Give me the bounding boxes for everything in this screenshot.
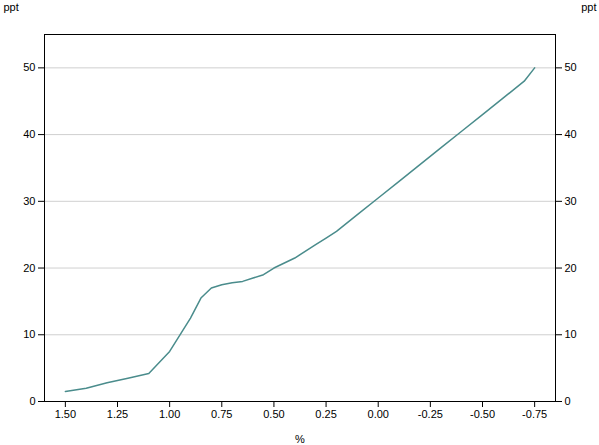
- svg-text:20: 20: [23, 262, 35, 274]
- svg-text:40: 40: [23, 128, 35, 140]
- svg-text:50: 50: [565, 61, 577, 73]
- svg-text:1.25: 1.25: [107, 408, 128, 420]
- svg-text:-0.75: -0.75: [522, 408, 547, 420]
- svg-text:ppt: ppt: [4, 1, 19, 13]
- svg-text:-0.25: -0.25: [418, 408, 443, 420]
- svg-text:0: 0: [565, 395, 571, 407]
- svg-text:-0.50: -0.50: [470, 408, 495, 420]
- svg-text:0.50: 0.50: [263, 408, 284, 420]
- svg-text:%: %: [295, 433, 305, 445]
- svg-text:1.50: 1.50: [55, 408, 76, 420]
- svg-text:10: 10: [23, 328, 35, 340]
- svg-text:1.00: 1.00: [159, 408, 180, 420]
- svg-text:0.25: 0.25: [315, 408, 336, 420]
- svg-text:0.75: 0.75: [211, 408, 232, 420]
- svg-text:30: 30: [565, 195, 577, 207]
- svg-text:50: 50: [23, 61, 35, 73]
- svg-text:10: 10: [565, 328, 577, 340]
- svg-text:0: 0: [29, 395, 35, 407]
- svg-text:30: 30: [23, 195, 35, 207]
- svg-text:40: 40: [565, 128, 577, 140]
- svg-text:20: 20: [565, 262, 577, 274]
- svg-text:0.00: 0.00: [368, 408, 389, 420]
- svg-text:ppt: ppt: [581, 1, 596, 13]
